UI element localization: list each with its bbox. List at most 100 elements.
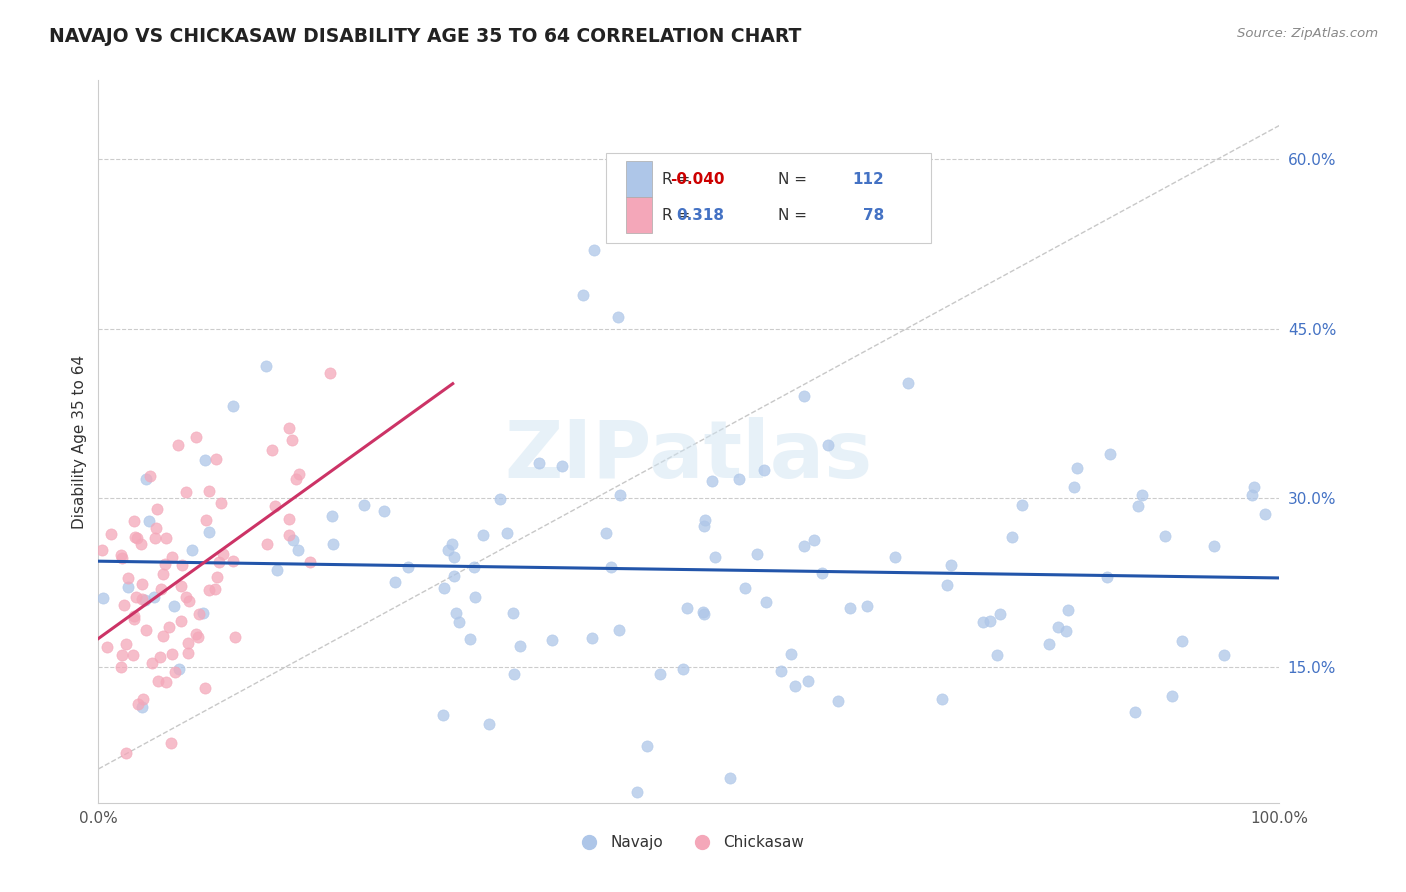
Point xyxy=(464,591,486,605)
Point xyxy=(541,632,564,647)
Point xyxy=(160,648,183,662)
Point xyxy=(96,640,118,654)
Point xyxy=(177,647,200,661)
Text: 112: 112 xyxy=(852,172,884,186)
Point xyxy=(1095,570,1118,584)
Point xyxy=(122,648,145,662)
Point xyxy=(734,581,756,595)
Point xyxy=(626,784,648,798)
Point xyxy=(636,739,658,754)
Point xyxy=(502,607,524,621)
Text: NAVAJO VS CHICKASAW DISABILITY AGE 35 TO 64 CORRELATION CHART: NAVAJO VS CHICKASAW DISABILITY AGE 35 TO… xyxy=(49,27,801,45)
Point xyxy=(785,679,807,693)
Point xyxy=(184,627,207,641)
Point xyxy=(155,674,177,689)
Point xyxy=(122,514,145,528)
Point xyxy=(1001,530,1024,544)
Point xyxy=(254,359,277,373)
Point xyxy=(127,697,149,711)
Point xyxy=(142,590,165,604)
Point xyxy=(703,549,725,564)
Point xyxy=(284,472,307,486)
Point xyxy=(145,501,167,516)
Point xyxy=(600,560,623,574)
Point xyxy=(321,508,343,523)
Point xyxy=(283,533,305,547)
Point xyxy=(609,488,631,502)
Point xyxy=(278,512,301,526)
Point xyxy=(488,491,510,506)
Point xyxy=(117,571,139,585)
Point xyxy=(496,525,519,540)
Point xyxy=(187,630,209,644)
Point xyxy=(839,600,862,615)
Point xyxy=(779,647,801,661)
Point xyxy=(1254,507,1277,521)
Point xyxy=(110,548,132,562)
Point xyxy=(1047,620,1070,634)
Point xyxy=(124,530,146,544)
Point xyxy=(132,691,155,706)
Point xyxy=(322,537,344,551)
Point xyxy=(135,472,157,486)
Point xyxy=(718,771,741,785)
Point xyxy=(152,629,174,643)
Point xyxy=(146,674,169,689)
Text: N =: N = xyxy=(778,172,811,186)
Point xyxy=(110,660,132,674)
Point xyxy=(165,665,187,679)
Point xyxy=(208,555,231,569)
Point xyxy=(139,468,162,483)
Point xyxy=(693,513,716,527)
Point xyxy=(1160,689,1182,703)
Point xyxy=(160,550,183,565)
Point xyxy=(112,598,135,612)
Point xyxy=(770,664,793,678)
Point xyxy=(256,537,278,551)
Point xyxy=(607,623,630,637)
Point xyxy=(278,528,301,542)
Point xyxy=(122,609,145,624)
Point xyxy=(672,662,695,676)
Point xyxy=(988,607,1011,621)
Y-axis label: Disability Age 35 to 64: Disability Age 35 to 64 xyxy=(72,354,87,529)
Point xyxy=(1125,705,1147,719)
Point xyxy=(793,389,815,403)
Point xyxy=(478,716,501,731)
Point xyxy=(174,591,197,605)
Point xyxy=(755,595,778,609)
Text: Source: ZipAtlas.com: Source: ZipAtlas.com xyxy=(1237,27,1378,40)
Point xyxy=(702,475,724,489)
Point xyxy=(117,580,139,594)
Point xyxy=(1126,499,1149,513)
Legend: Navajo, Chickasaw: Navajo, Chickasaw xyxy=(568,830,810,856)
Point xyxy=(571,287,593,301)
Point xyxy=(280,434,302,448)
Point xyxy=(931,692,953,706)
Point xyxy=(115,746,138,760)
Text: 78: 78 xyxy=(862,208,884,223)
Point xyxy=(441,537,464,551)
Point xyxy=(460,632,482,646)
Text: ZIPatlas: ZIPatlas xyxy=(505,417,873,495)
Point xyxy=(446,606,468,620)
Point xyxy=(728,472,751,486)
Point xyxy=(1057,603,1080,617)
Point xyxy=(153,557,176,571)
Point xyxy=(811,566,834,581)
Point xyxy=(692,607,714,622)
Point xyxy=(443,550,465,565)
Point xyxy=(115,637,138,651)
Point xyxy=(143,531,166,545)
Text: -0.040: -0.040 xyxy=(669,172,724,186)
Point xyxy=(198,524,221,539)
Point xyxy=(134,593,156,607)
Point xyxy=(152,567,174,582)
Point xyxy=(979,615,1001,629)
Point xyxy=(692,606,714,620)
Point xyxy=(972,615,994,629)
Point xyxy=(266,563,288,577)
Point xyxy=(551,459,574,474)
Bar xyxy=(626,161,652,197)
Point xyxy=(648,666,671,681)
